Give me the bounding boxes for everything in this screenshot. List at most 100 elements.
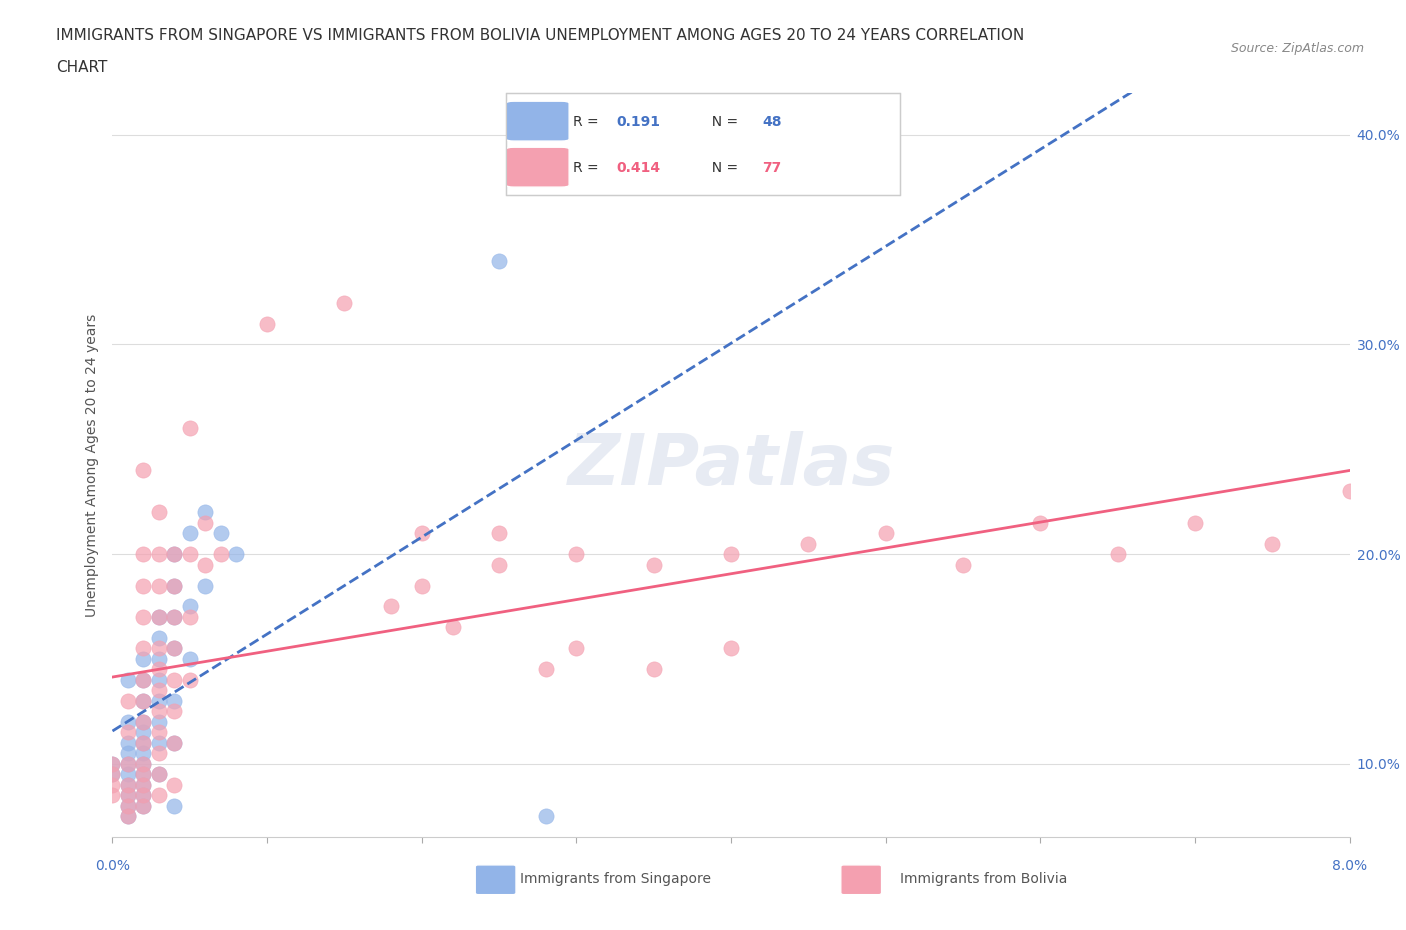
Point — [720, 547, 742, 562]
Point — [148, 724, 170, 739]
Point — [179, 421, 201, 436]
Text: N =: N = — [703, 114, 742, 128]
Point — [163, 672, 186, 687]
Point — [117, 777, 139, 792]
Point — [163, 578, 186, 593]
Point — [132, 798, 155, 813]
Point — [797, 537, 820, 551]
Point — [117, 694, 139, 709]
Point — [132, 798, 155, 813]
Text: 0.414: 0.414 — [616, 161, 661, 175]
Point — [148, 547, 170, 562]
Point — [101, 777, 124, 792]
FancyBboxPatch shape — [506, 147, 569, 187]
Text: 0.191: 0.191 — [616, 114, 661, 128]
Point — [117, 766, 139, 781]
Point — [132, 609, 155, 624]
Point — [194, 578, 217, 593]
Point — [132, 756, 155, 771]
Point — [117, 724, 139, 739]
Point — [225, 547, 247, 562]
Point — [132, 641, 155, 656]
Point — [163, 547, 186, 562]
Text: N =: N = — [703, 161, 742, 175]
Y-axis label: Unemployment Among Ages 20 to 24 years: Unemployment Among Ages 20 to 24 years — [84, 313, 98, 617]
Point — [117, 808, 139, 823]
Text: Source: ZipAtlas.com: Source: ZipAtlas.com — [1230, 42, 1364, 55]
Point — [163, 694, 186, 709]
Point — [148, 641, 170, 656]
Point — [117, 798, 139, 813]
Point — [163, 736, 186, 751]
Point — [148, 651, 170, 666]
Point — [194, 515, 217, 530]
Point — [194, 557, 217, 572]
Point — [163, 704, 186, 719]
Text: 0.0%: 0.0% — [96, 858, 129, 872]
Point — [132, 463, 155, 478]
Point — [148, 609, 170, 624]
Text: Immigrants from Bolivia: Immigrants from Bolivia — [900, 871, 1067, 886]
Point — [163, 547, 186, 562]
Point — [488, 253, 510, 268]
Point — [132, 672, 155, 687]
Point — [132, 766, 155, 781]
Point — [132, 766, 155, 781]
Point — [534, 808, 557, 823]
Point — [132, 724, 155, 739]
Point — [1107, 547, 1129, 562]
Point — [117, 756, 139, 771]
Point — [148, 766, 170, 781]
Text: CHART: CHART — [56, 60, 108, 75]
Point — [411, 578, 433, 593]
Point — [132, 756, 155, 771]
Point — [148, 662, 170, 677]
Point — [132, 694, 155, 709]
Point — [209, 525, 232, 540]
Point — [179, 609, 201, 624]
Text: Immigrants from Singapore: Immigrants from Singapore — [520, 871, 711, 886]
Point — [117, 798, 139, 813]
Text: 48: 48 — [762, 114, 782, 128]
Text: R =: R = — [574, 161, 603, 175]
Point — [643, 662, 665, 677]
Point — [132, 777, 155, 792]
Point — [132, 788, 155, 803]
Point — [179, 599, 201, 614]
Point — [117, 736, 139, 751]
Point — [179, 547, 201, 562]
Point — [132, 788, 155, 803]
Point — [148, 746, 170, 761]
Point — [117, 756, 139, 771]
Point — [163, 641, 186, 656]
Point — [1339, 484, 1361, 498]
Point — [132, 578, 155, 593]
Point — [148, 788, 170, 803]
Point — [148, 631, 170, 645]
Point — [101, 756, 124, 771]
Point — [952, 557, 974, 572]
Point — [875, 525, 897, 540]
Point — [1184, 515, 1206, 530]
Point — [163, 641, 186, 656]
Point — [117, 788, 139, 803]
Point — [148, 736, 170, 751]
Point — [163, 609, 186, 624]
Point — [565, 547, 588, 562]
Point — [163, 798, 186, 813]
Point — [163, 609, 186, 624]
Point — [1261, 537, 1284, 551]
FancyBboxPatch shape — [506, 101, 569, 141]
Point — [163, 736, 186, 751]
Point — [411, 525, 433, 540]
Point — [101, 788, 124, 803]
Text: 8.0%: 8.0% — [1333, 858, 1367, 872]
Point — [148, 578, 170, 593]
Point — [163, 578, 186, 593]
Point — [209, 547, 232, 562]
Text: ZIPatlas: ZIPatlas — [568, 431, 894, 499]
Point — [117, 777, 139, 792]
Point — [132, 547, 155, 562]
Point — [148, 694, 170, 709]
Point — [117, 808, 139, 823]
